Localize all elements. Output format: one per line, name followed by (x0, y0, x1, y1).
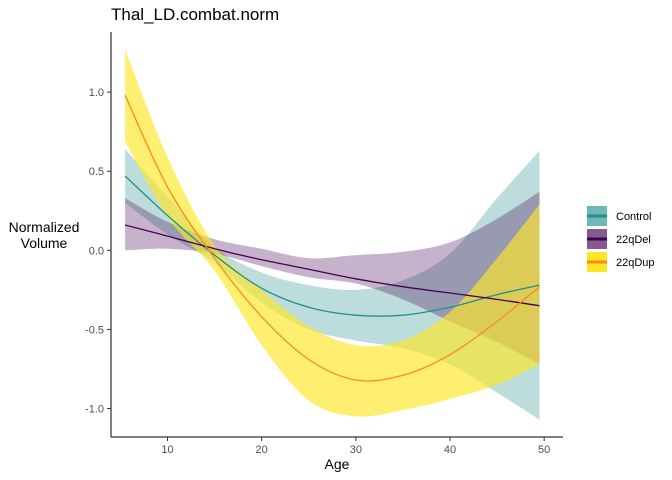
x-axis-label: Age (325, 456, 350, 472)
y-tick-label: -1.0 (85, 404, 104, 416)
x-tick-label: 50 (538, 444, 550, 456)
y-axis-label-line-2: Volume (21, 235, 68, 251)
y-tick-label: 0.5 (89, 166, 104, 178)
legend-key-22qdel (587, 229, 607, 249)
x-axis-ticks: 10 20 30 40 50 (161, 437, 550, 456)
band-22qdup (125, 49, 540, 417)
legend-key-control (587, 206, 607, 226)
legend-label-22qdup: 22qDup (616, 257, 655, 269)
line-control (124, 175, 540, 317)
band-22qdel (125, 191, 540, 365)
y-axis-label-line-1: Normalized (9, 219, 80, 235)
y-tick-label: -0.5 (85, 324, 104, 336)
legend: Control 22qDel 22qDup (587, 206, 655, 272)
legend-label-control: Control (616, 211, 651, 223)
x-tick-label: 30 (350, 444, 362, 456)
trend-lines (124, 95, 540, 382)
line-22qdup (124, 95, 540, 382)
y-tick-label: 1.0 (89, 87, 104, 99)
x-tick-label: 40 (444, 444, 456, 456)
y-tick-label: 0.0 (89, 245, 104, 257)
legend-label-22qdel: 22qDel (616, 234, 651, 246)
line-22qdel (124, 224, 540, 307)
confidence-bands (125, 49, 540, 420)
chart-title: Thal_LD.combat.norm (111, 5, 279, 24)
x-tick-label: 10 (161, 444, 173, 456)
y-axis-ticks: -1.0 -0.5 0.0 0.5 1.0 (85, 87, 111, 416)
x-tick-label: 20 (256, 444, 268, 456)
legend-key-22qdup (587, 252, 607, 272)
